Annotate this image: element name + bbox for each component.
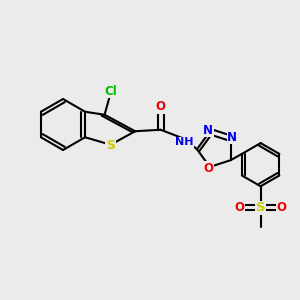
Text: N: N bbox=[203, 124, 213, 137]
Text: O: O bbox=[156, 100, 166, 113]
Text: Cl: Cl bbox=[104, 85, 117, 98]
Text: NH: NH bbox=[176, 137, 194, 147]
Text: O: O bbox=[203, 162, 213, 175]
Text: O: O bbox=[277, 201, 286, 214]
Text: S: S bbox=[256, 201, 266, 214]
Text: N: N bbox=[227, 130, 237, 144]
Text: O: O bbox=[235, 201, 244, 214]
Text: S: S bbox=[106, 140, 115, 152]
